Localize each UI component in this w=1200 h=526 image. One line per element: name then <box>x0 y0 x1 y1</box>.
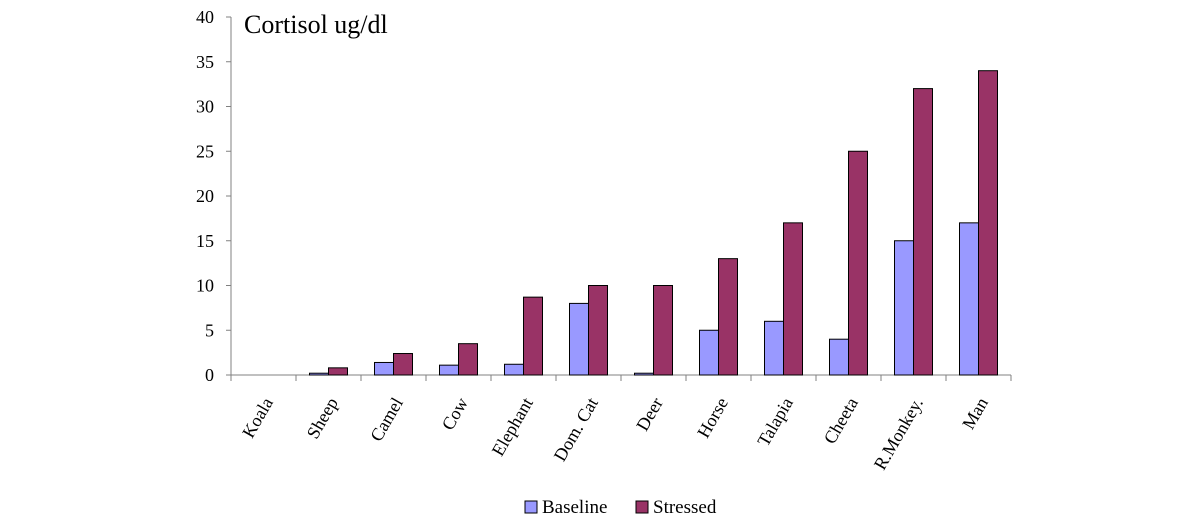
x-category-label: Sheep <box>303 394 342 442</box>
bar-baseline <box>569 302 589 376</box>
bar-stressed <box>978 70 998 376</box>
legend-label-baseline: Baseline <box>542 497 607 518</box>
bar-baseline <box>504 363 524 376</box>
x-category-label: Elephant <box>488 394 537 459</box>
y-tick-label: 15 <box>196 231 214 251</box>
x-category-label: Camel <box>366 394 407 445</box>
y-tick-label: 30 <box>196 97 214 117</box>
y-tick-label: 5 <box>205 320 214 340</box>
bar-stressed <box>393 353 413 376</box>
y-tick-label: 20 <box>196 186 214 206</box>
x-category-label: Deer <box>632 394 667 434</box>
bar-stressed <box>848 150 868 376</box>
bar-stressed <box>913 88 933 376</box>
bar-baseline <box>894 240 914 376</box>
bars <box>309 70 998 376</box>
axes <box>226 16 1012 381</box>
bar-baseline <box>374 361 394 376</box>
bar-baseline <box>634 372 654 376</box>
bar-baseline <box>309 372 329 376</box>
y-tick-label: 35 <box>196 52 214 72</box>
bar-baseline <box>439 364 459 376</box>
legend-swatch-baseline <box>524 500 538 514</box>
legend: Baseline Stressed <box>524 497 717 518</box>
y-tick-label: 0 <box>205 365 214 385</box>
bar-stressed <box>653 285 673 376</box>
x-category-label: Koala <box>238 394 277 441</box>
x-category-label: Horse <box>693 394 732 441</box>
y-tick-label: 40 <box>196 7 214 27</box>
x-category-label: Talapia <box>753 394 797 450</box>
bar-stressed <box>783 222 803 376</box>
x-category-label: R.Monkey. <box>870 394 927 473</box>
bar-stressed <box>718 258 738 376</box>
x-category-label: Dom. Cat <box>550 394 602 465</box>
bar-baseline <box>764 320 784 376</box>
legend-label-stressed: Stressed <box>653 497 717 518</box>
bar-stressed <box>328 367 348 376</box>
chart-title: Cortisol ug/dl <box>244 10 388 39</box>
y-tick-label: 10 <box>196 276 214 296</box>
bar-baseline <box>699 329 719 376</box>
x-category-label: Cow <box>438 394 472 433</box>
legend-swatch-stressed <box>635 500 649 514</box>
bar-stressed <box>523 296 543 376</box>
bar-stressed <box>588 285 608 376</box>
x-category-label: Cheeta <box>820 394 862 447</box>
x-category-label: Man <box>958 394 992 433</box>
bar-baseline <box>959 222 979 376</box>
labels: 0 5 10 15 20 25 30 35 40 Koala Sheep Camel Cow Elepha… <box>196 7 992 473</box>
y-tick-label: 25 <box>196 141 214 161</box>
bar-stressed <box>458 343 478 376</box>
bar-baseline <box>829 338 849 376</box>
